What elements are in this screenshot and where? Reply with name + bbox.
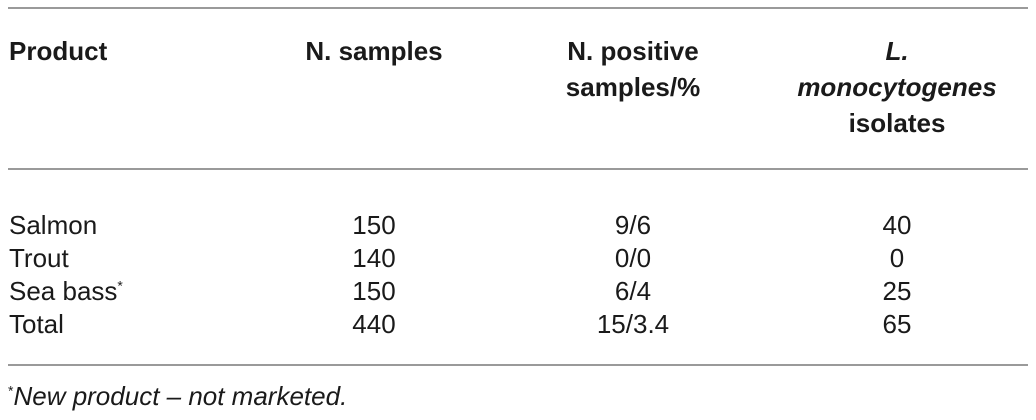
footnote-marker: * [117,277,123,294]
cell-product: Salmon [8,193,248,242]
data-table: Product N. samples N. positive samples/%… [8,8,1028,341]
header-isolates-line1: L. [885,36,909,66]
table-row: Trout 140 0/0 0 [8,242,1028,275]
cell-n-samples: 150 [352,210,396,240]
cell-product: Sea bass* [8,275,248,308]
cell-n-samples: 140 [352,243,396,273]
product-name: Salmon [9,210,98,240]
header-row: Product N. samples N. positive samples/%… [8,8,1028,193]
top-rule [8,7,1028,9]
cell-n-positive: 9/6 [614,210,652,240]
cell-product: Total [8,308,248,341]
header-n-positive: N. positive samples/% [500,8,766,193]
table-header: Product N. samples N. positive samples/%… [8,8,1028,193]
cell-n-samples: 150 [352,276,396,306]
footnote-text: New product – not marketed. [13,381,348,411]
header-rule [8,168,1028,170]
table-footnote: *New product – not marketed. [8,381,347,411]
cell-isolates: 0 [889,243,905,273]
cell-n-samples: 440 [352,309,396,339]
cell-isolates: 25 [882,276,912,306]
product-name: Sea bass [9,276,118,306]
cell-product: Trout [8,242,248,275]
cell-n-positive: 0/0 [614,243,652,273]
header-product: Product [9,36,108,66]
table-row: Total 440 15/3.4 65 [8,308,1028,341]
header-n-samples: N. samples [305,36,443,66]
table-row: Sea bass* 150 6/4 25 [8,275,1028,308]
header-n-positive-line1: N. positive [567,36,699,66]
table-row: Salmon 150 9/6 40 [8,193,1028,242]
bottom-rule [8,364,1028,366]
header-isolates: L. monocytogenes isolates [766,8,1028,193]
table-body: Salmon 150 9/6 40 Trout 140 0/0 0 Sea ba… [8,193,1028,341]
header-isolates-line3: isolates [848,108,946,138]
footnote-marker: * [8,382,14,399]
header-isolates-line2: monocytogenes [797,72,997,102]
cell-isolates: 40 [882,210,912,240]
header-n-positive-line2: samples/% [565,72,701,102]
cell-n-positive: 15/3.4 [596,309,670,339]
product-name: Total [9,309,64,339]
cell-n-positive: 6/4 [614,276,652,306]
product-name: Trout [9,243,69,273]
cell-isolates: 65 [882,309,912,339]
